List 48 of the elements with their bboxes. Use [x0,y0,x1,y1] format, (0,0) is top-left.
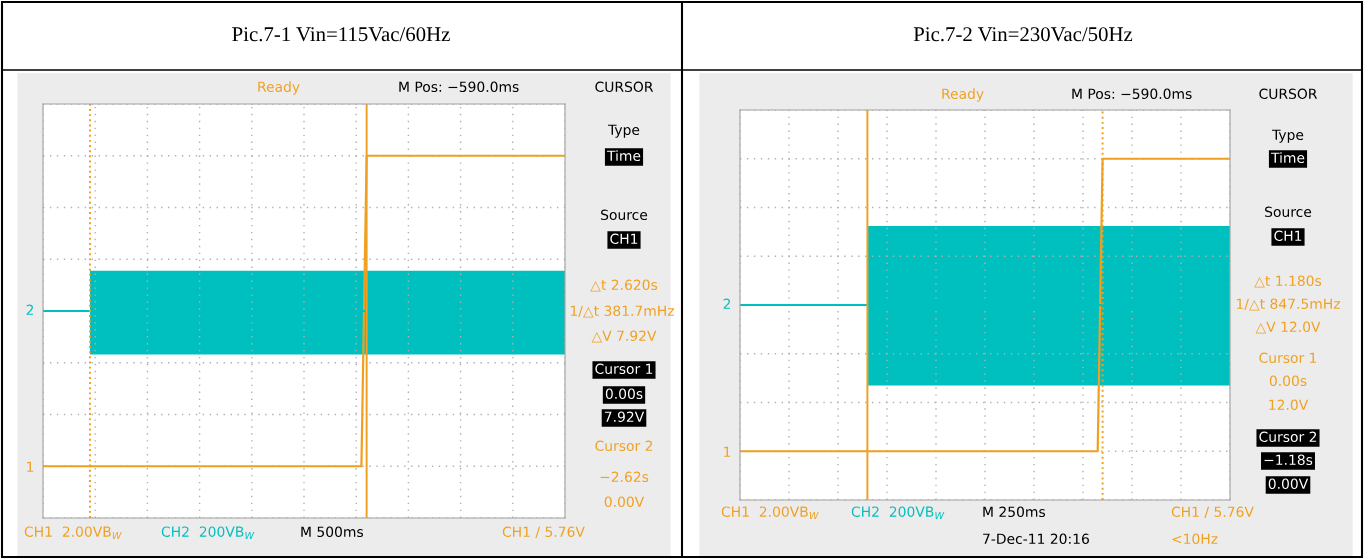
text: △t 2.620s [590,279,658,292]
text: M 250ms [983,506,1045,518]
text: 0.00V [1268,478,1309,490]
text: 7.92V [604,411,645,423]
text: CH1 / 5.76V [502,526,585,539]
text: Source [601,209,648,221]
text: 1/△t 847.5mHz [1236,298,1340,311]
text: CURSOR [595,81,654,93]
text: <10Hz [1172,533,1218,545]
text: CH1 / 5.76V [1171,506,1254,519]
text: Cursor 2 [595,440,653,452]
text: −2.62s [600,471,649,483]
text: 1 [27,461,34,472]
text: Ready [258,81,300,95]
text: △t 1.180s [1254,275,1322,288]
text: CH1 [610,233,638,245]
text: 7-Dec-11 20:16 [983,533,1089,545]
text: CH1 [1274,230,1302,242]
text: Cursor 1 [1259,352,1317,364]
text: △V 12.0V [1255,321,1321,334]
text: 1/△t 381.7mHz [570,305,674,318]
text: Type [608,124,640,138]
text: Ready [942,88,984,102]
text: 2 [723,298,731,309]
text: −1.18s [1264,454,1313,466]
text: 0.00V [604,496,645,508]
text: 0.00s [1269,375,1307,387]
text: Cursor 2 [1259,431,1317,443]
text: 12.0V [1269,399,1309,411]
text: CURSOR [1259,88,1318,100]
text: M Pos: −590.0ms [1072,88,1192,100]
text: CH2 200VB$_{W}$ [851,506,945,519]
text: Time [606,150,641,162]
text: Type [1272,129,1304,143]
text: Source [1265,206,1312,218]
text: CH1 2.00VB$_{W}$ [721,506,819,519]
chart-title: Pic.7-1 Vin=115Vac/60Hz [232,27,450,42]
text: △V 7.92V [591,330,657,343]
text: Cursor 1 [595,363,653,375]
text: 1 [724,446,731,457]
text: 0.00s [605,388,643,400]
text: 2 [26,304,34,315]
text: CH1 2.00VB$_{W}$ [24,526,122,539]
text: Time [1270,152,1305,164]
text: M 500ms [301,526,363,538]
chart-title: Pic.7-2 Vin=230Vac/50Hz [913,27,1133,42]
text: M Pos: −590.0ms [399,81,519,93]
text: CH2 200VB$_{W}$ [161,526,255,539]
